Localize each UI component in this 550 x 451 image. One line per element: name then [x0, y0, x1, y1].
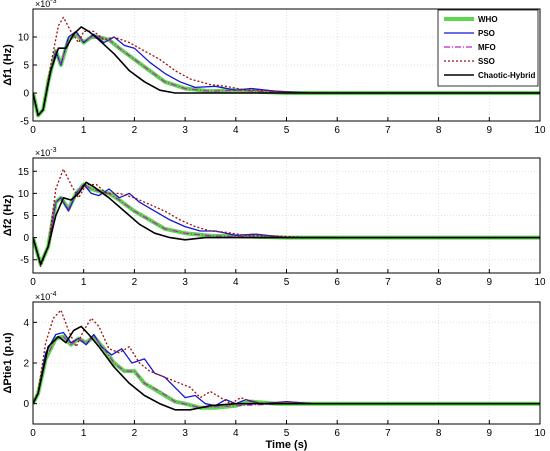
x-tick-label: 5	[284, 125, 290, 136]
x-tick-label: 4	[233, 125, 239, 136]
y-tick-label: -5	[20, 255, 29, 266]
legend-label: MFO	[478, 43, 496, 52]
x-tick-label: 3	[182, 125, 188, 136]
y-tick-label: 0	[23, 89, 29, 100]
y-tick-label: 0	[23, 399, 29, 410]
panel-3: 0 1 2 3 4 5 6 7 8 9 10 0 2 4 ×10-4 ΔPtie1 (p.u) Time (s)	[2, 291, 546, 451]
x-tick-label: 1	[81, 125, 87, 136]
x-tick-label: 2	[132, 277, 138, 288]
series-group	[33, 168, 540, 268]
y-tick-label: 5	[23, 211, 29, 222]
y-axis-label: ΔPtie1 (p.u)	[2, 332, 14, 393]
x-tick-label: 5	[284, 277, 290, 288]
series-line-chaotic-hybrid	[33, 26, 540, 117]
axis-exponent-base: ×10	[35, 148, 50, 158]
x-tick-label: 8	[436, 125, 442, 136]
x-tick-label: 9	[487, 125, 493, 136]
x-tick-label: 4	[233, 277, 239, 288]
y-tick-label: 2	[23, 359, 29, 370]
x-tick-label: 2	[132, 428, 138, 439]
legend-label: WHO	[478, 15, 498, 24]
x-axis-label: Time (s)	[266, 439, 308, 451]
y-tick-label: 0	[23, 233, 29, 244]
x-tick-label: 10	[534, 125, 546, 136]
series-line-chaotic-hybrid	[33, 325, 540, 411]
x-tick-label: 2	[132, 125, 138, 136]
series-group	[33, 309, 540, 411]
axis-exponent: ×10-3	[35, 147, 57, 158]
y-tick-label: 5	[23, 61, 29, 72]
y-axis-label: Δf2 (Hz)	[2, 194, 14, 236]
x-tick-label: 7	[385, 428, 391, 439]
x-tick-label: 8	[436, 277, 442, 288]
axis-exponent: ×10-4	[35, 291, 57, 302]
x-tick-label: 6	[334, 277, 340, 288]
x-tick-label: 0	[30, 277, 36, 288]
x-tick-label: 9	[487, 277, 493, 288]
x-tick-label: 8	[436, 428, 442, 439]
legend-box	[437, 9, 539, 87]
x-tick-label: 1	[81, 428, 87, 439]
series-group	[33, 16, 540, 118]
series-line-sso	[33, 16, 540, 117]
axis-exponent-base: ×10	[35, 0, 50, 9]
x-tick-label: 3	[182, 277, 188, 288]
axis-exponent-power: -4	[50, 291, 56, 298]
axis-exponent-base: ×10	[35, 292, 50, 302]
y-tick-label: 4	[23, 318, 29, 329]
y-tick-label: 10	[18, 189, 30, 200]
x-tick-label: 10	[534, 277, 546, 288]
x-tick-label: 0	[30, 125, 36, 136]
y-axis-label: Δf1 (Hz)	[2, 44, 14, 86]
legend-label: Chaotic-Hybrid	[478, 71, 535, 80]
series-line-sso	[33, 309, 540, 405]
x-tick-label: 3	[182, 428, 188, 439]
x-tick-label: 10	[534, 428, 546, 439]
x-tick-label: 7	[385, 277, 391, 288]
y-tick-label: 10	[18, 33, 30, 44]
x-tick-label: 9	[487, 428, 493, 439]
x-tick-label: 1	[81, 277, 87, 288]
axis-exponent-power: -3	[50, 147, 56, 154]
series-line-chaotic-hybrid	[33, 181, 540, 265]
axis-exponent: ×10-3	[35, 0, 57, 9]
series-line-sso	[33, 168, 540, 268]
y-tick-label: 15	[18, 167, 30, 178]
axis-exponent-power: -3	[50, 0, 56, 5]
x-tick-label: 6	[334, 428, 340, 439]
x-tick-label: 5	[284, 428, 290, 439]
x-tick-label: 4	[233, 428, 239, 439]
x-tick-label: 6	[334, 125, 340, 136]
x-tick-label: 7	[385, 125, 391, 136]
legend: WHO PSO MFO SSO Chaotic-Hybrid	[437, 9, 539, 87]
x-tick-label: 0	[30, 428, 36, 439]
legend-label: PSO	[478, 29, 495, 38]
legend-label: SSO	[478, 57, 495, 66]
y-tick-label: -5	[20, 117, 29, 128]
